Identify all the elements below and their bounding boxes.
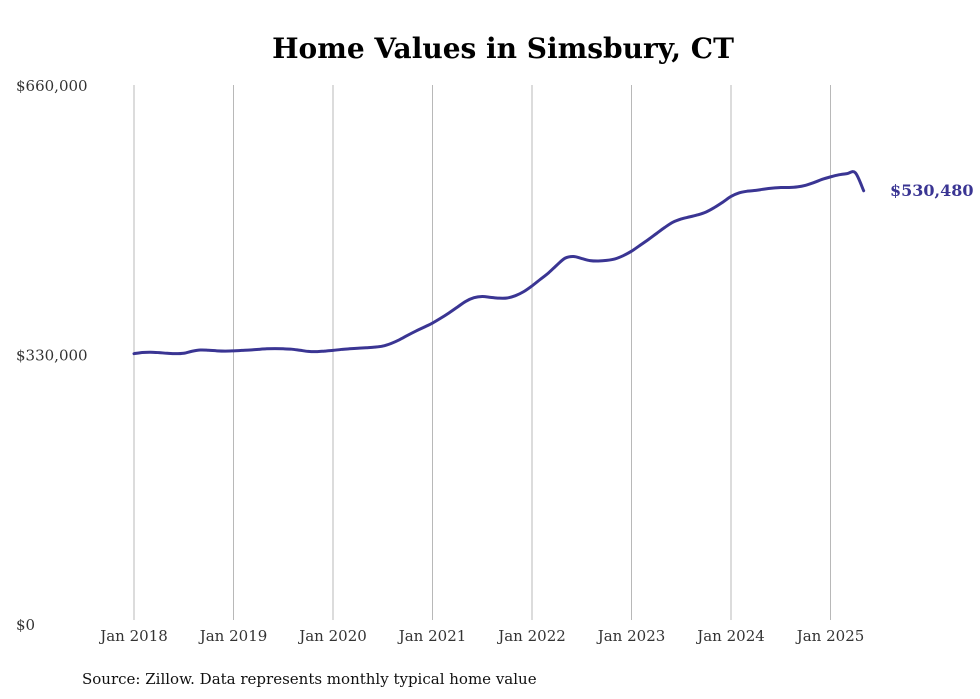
source-note: Source: Zillow. Data represents monthly … (82, 670, 537, 688)
y-tick-label: $660,000 (16, 77, 88, 95)
x-tick-label: Jan 2020 (297, 627, 367, 645)
end-value-label: $530,480 (890, 181, 974, 200)
y-tick-label: $0 (16, 616, 35, 634)
x-tick-label: Jan 2024 (695, 627, 765, 645)
x-tick-label: Jan 2021 (397, 627, 467, 645)
x-tick-label: Jan 2019 (198, 627, 268, 645)
y-axis-ticks: $0 $330,000 $660,000 (16, 77, 88, 634)
gridlines (133, 85, 831, 620)
x-tick-label: Jan 2022 (496, 627, 566, 645)
x-tick-label: Jan 2018 (98, 627, 168, 645)
y-tick-label: $330,000 (16, 347, 88, 365)
series-line-home-value (132, 170, 866, 356)
chart-title: Home Values in Simsbury, CT (272, 32, 734, 65)
x-axis-ticks: Jan 2018 Jan 2019 Jan 2020 Jan 2021 Jan 2022… (98, 627, 864, 645)
x-tick-label: Jan 2023 (596, 627, 666, 645)
x-tick-label: Jan 2025 (795, 627, 865, 645)
